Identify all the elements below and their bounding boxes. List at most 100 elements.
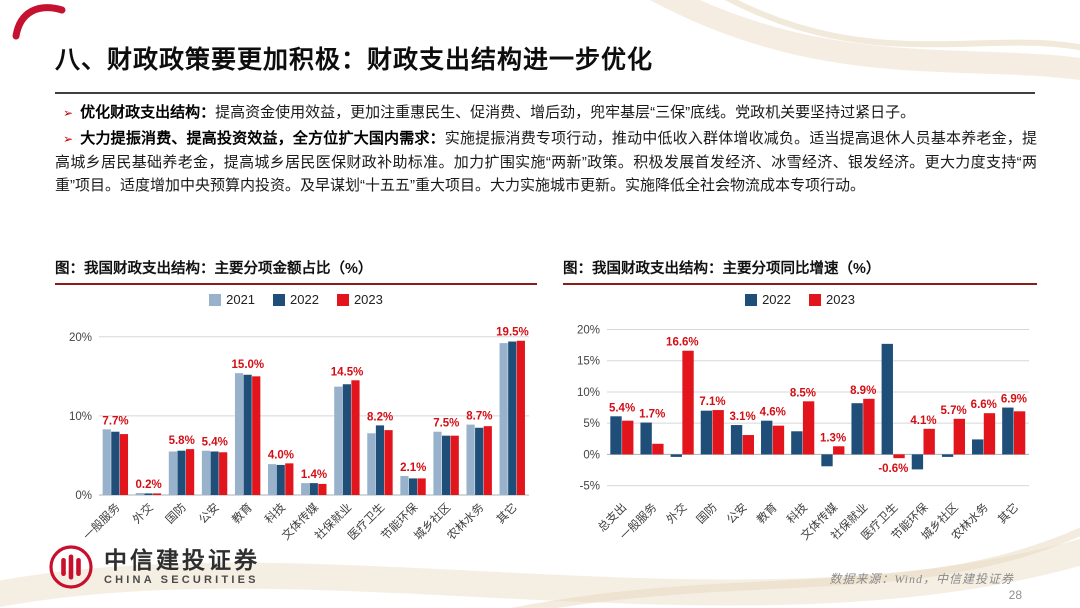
- bar: [318, 483, 327, 495]
- bar: [433, 431, 442, 495]
- bar: [219, 452, 228, 495]
- chart-title: 图：我国财政支出结构：主要分项同比增速（%）: [563, 257, 1037, 285]
- bullet-lead: 大力提振消费、提高投资效益，全方位扩大国内需求：: [80, 130, 445, 148]
- bullet-item-2: ➢ 大力提振消费、提高投资效益，全方位扩大国内需求：实施提振消费专项行动，推动中低…: [55, 127, 1037, 197]
- legend-swatch-icon: [273, 293, 286, 306]
- y-tick-label: 15%: [577, 356, 600, 368]
- bar: [210, 451, 219, 495]
- legend-label: 2021: [226, 292, 256, 307]
- chart-legend: 2022 2023: [563, 292, 1037, 307]
- bar: [712, 410, 724, 455]
- bar-chart: -5%0%5%10%15%20%5.4%总支出1.7%一般服务16.6%外交7.…: [577, 324, 1029, 543]
- bar: [152, 493, 162, 495]
- bar: [972, 439, 984, 455]
- bar: [652, 443, 664, 455]
- bar: [700, 410, 713, 455]
- bullet-arrow-icon: ➢: [63, 132, 74, 147]
- data-source-note: 数据来源：Wind，中信建投证券: [829, 572, 1014, 586]
- data-label: 4.6%: [760, 407, 786, 419]
- bar: [342, 384, 351, 495]
- bar: [351, 380, 360, 495]
- x-tick-label: 教育: [754, 500, 780, 526]
- data-label: 14.5%: [331, 366, 364, 378]
- data-label: 1.7%: [639, 409, 665, 421]
- bar: [923, 428, 935, 455]
- logo-name-en: CHINA SECURITIES: [104, 573, 259, 586]
- legend-swatch-icon: [745, 293, 758, 306]
- data-label: 4.0%: [268, 449, 294, 461]
- bar: [791, 431, 803, 455]
- legend-item: 2021: [209, 292, 255, 307]
- data-label: 1.3%: [820, 432, 846, 444]
- data-label: 5.8%: [169, 435, 195, 447]
- bar: [243, 374, 252, 495]
- bar: [367, 433, 376, 495]
- bar: [833, 446, 845, 455]
- x-tick-label: 科技: [784, 500, 811, 527]
- x-tick-label: 公安: [724, 500, 750, 526]
- bar: [375, 425, 385, 495]
- bar: [682, 350, 694, 455]
- data-label: 8.9%: [850, 385, 876, 397]
- legend-item: 2022: [745, 292, 791, 307]
- bar: [1002, 407, 1014, 455]
- y-tick-label: 20%: [69, 332, 92, 344]
- bar: [640, 422, 652, 455]
- bar: [1013, 411, 1026, 455]
- chart-panels: 图：我国财政支出结构：主要分项金额占比（%） 2021 2022 2023 0% 10%…: [55, 257, 1037, 566]
- bar: [761, 420, 773, 455]
- data-label: 7.1%: [699, 396, 725, 408]
- bar: [508, 341, 517, 495]
- red-ribbon-accent: [12, 4, 66, 40]
- data-label: 16.6%: [666, 337, 699, 349]
- bar: [450, 435, 459, 495]
- legend-label: 2022: [762, 292, 791, 307]
- x-tick-label: 国防: [163, 500, 189, 526]
- bar: [983, 413, 996, 455]
- bar: [177, 450, 186, 495]
- bar: [953, 418, 965, 455]
- legend-swatch-icon: [209, 293, 222, 306]
- x-tick-label: 教育: [229, 500, 255, 526]
- bar: [417, 478, 426, 495]
- bar: [408, 478, 418, 495]
- bar: [276, 464, 285, 495]
- x-tick-label: 农林水务: [444, 500, 487, 543]
- legend-label: 2022: [290, 292, 319, 307]
- y-tick-label: 0%: [583, 449, 600, 461]
- legend-item: 2022: [273, 292, 319, 307]
- bar: [610, 416, 622, 455]
- bar-chart-share: 2021 2022 2023 0% 10% 20% 7.7% 一般服务 0.2% 外交 5.8% 国防…: [55, 289, 537, 566]
- bar: [941, 454, 954, 457]
- bar: [185, 449, 195, 495]
- bar: [730, 425, 743, 455]
- legend-item: 2023: [809, 292, 855, 307]
- data-label: 5.7%: [941, 405, 967, 417]
- data-label: 0.2%: [136, 479, 162, 491]
- bar: [384, 430, 393, 495]
- bar-chart: 0% 10% 20% 7.7% 一般服务 0.2% 外交 5.8% 国防 5.4% 公安 15.0% 教…: [69, 327, 529, 543]
- x-tick-label: 一般服务: [80, 500, 123, 543]
- bar: [334, 386, 343, 495]
- legend-swatch-icon: [809, 293, 821, 306]
- bar: [802, 401, 815, 455]
- data-label: 6.6%: [971, 399, 997, 411]
- data-label: 5.4%: [609, 402, 635, 414]
- bar: [499, 343, 508, 495]
- data-label: 2.1%: [400, 462, 426, 474]
- logo-text: 中信建投证券 CHINA SECURITIES: [104, 548, 260, 586]
- bar: [475, 427, 484, 495]
- x-tick-label: 科技: [262, 500, 289, 527]
- x-tick-label: 国防: [693, 500, 719, 526]
- y-tick-label: 5%: [583, 418, 600, 430]
- bar: [111, 431, 120, 495]
- data-label: 8.7%: [466, 411, 492, 423]
- data-label: -0.6%: [878, 463, 908, 475]
- bar: [893, 454, 905, 459]
- data-label: 8.5%: [790, 387, 816, 399]
- company-logo: 中信建投证券 CHINA SECURITIES: [48, 544, 260, 590]
- data-label: 5.4%: [202, 437, 228, 449]
- page-number: 28: [1008, 588, 1022, 602]
- bar: [516, 340, 525, 495]
- bar: [466, 424, 475, 495]
